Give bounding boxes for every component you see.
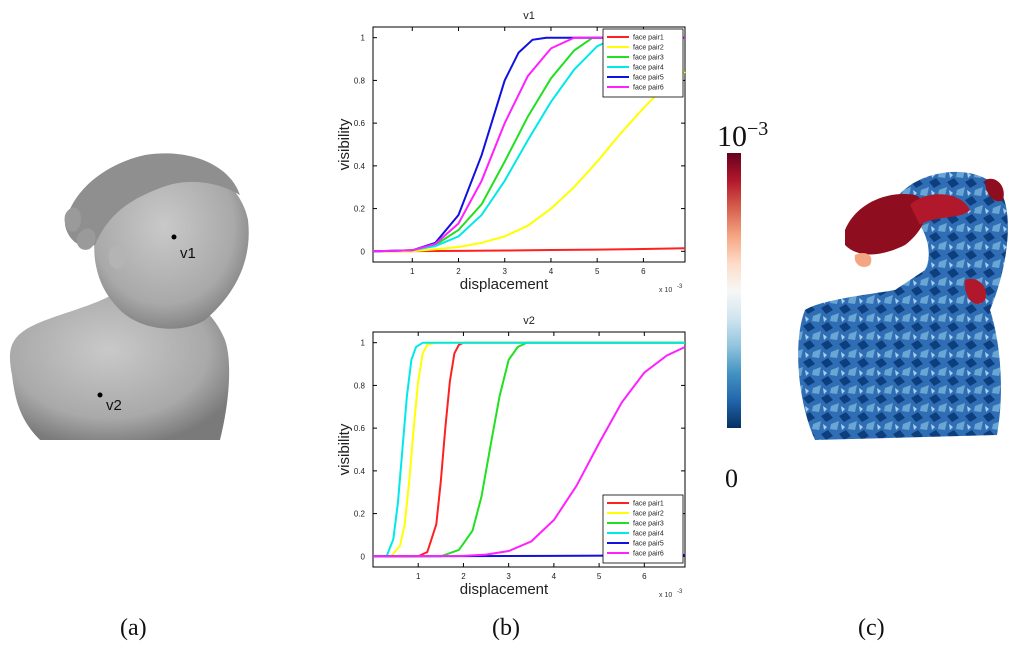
legend [602,494,684,564]
vertex2-label: v2 [106,397,122,414]
legend-label: face pair1 [633,35,664,42]
v1-visibility-chart: v1 0 0.2 0.4 0.6 0.8 1 1 2 3 4 5 6 displacement visibi… [336,10,686,294]
x-scale-exponent: -3 [677,284,683,290]
y-tick-label: 0.4 [354,467,366,476]
x-axis-label: displacement [460,276,549,293]
x-tick-label: 5 [597,572,602,581]
x-scale-exponent: -3 [677,589,683,595]
y-tick-label: 0 [361,247,366,256]
y-tick-label: 0.8 [354,381,366,390]
y-axis-label: visibility [336,118,353,170]
legend-label: face pair1 [633,501,664,508]
vertex1-label: v1 [180,245,196,262]
chart-title: v2 [523,315,535,327]
colorbar-min-label: 0 [725,464,738,493]
caption-a: (a) [120,615,147,641]
series-line-face-pair6 [372,346,686,558]
bust-model-figure: v1 v2 [9,153,249,440]
y-axis-label: visibility [336,423,353,475]
caption-b: (b) [492,615,520,641]
colorbar [727,153,741,428]
series-line-face-pair4 [373,341,685,558]
y-tick-label: 0.6 [354,424,366,433]
y-tick-label: 0.6 [354,119,366,128]
legend-label: face pair5 [633,75,664,82]
x-tick-label: 3 [503,267,508,276]
x-tick-label: 1 [410,267,415,276]
y-tick-label: 0.2 [354,205,366,214]
caption-c: (c) [858,615,885,641]
y-tick-label: 1 [361,34,366,43]
legend-label: face pair4 [633,65,664,72]
x-scale-label: x 10 [659,592,672,599]
x-tick-label: 2 [461,572,466,581]
y-tick-label: 0.8 [354,76,366,85]
x-tick-label: 3 [506,572,511,581]
legend-label: face pair4 [633,531,664,538]
x-axis-label: displacement [460,581,549,598]
error-heatmap-figure [798,171,1008,441]
x-tick-label: 6 [641,267,646,276]
x-tick-label: 1 [416,572,421,581]
legend-label: face pair6 [633,551,664,558]
y-tick-label: 1 [361,339,366,348]
series-line-face-pair2 [373,71,686,253]
y-tick-label: 0 [361,552,366,561]
legend-label: face pair2 [633,511,664,518]
series-line-face-pair2 [373,341,685,558]
chart-title: v1 [523,10,535,22]
x-tick-label: 2 [456,267,461,276]
x-tick-label: 6 [642,572,647,581]
vertex2-marker [97,392,103,398]
legend-label: face pair3 [633,521,664,528]
x-tick-label: 4 [552,572,557,581]
series-line-face-pair6 [372,36,685,253]
legend [602,28,684,98]
series-line-face-pair3 [373,341,685,558]
legend-label: face pair6 [633,85,664,92]
vertex1-marker [171,234,177,240]
x-tick-label: 4 [549,267,554,276]
y-tick-label: 0.4 [354,162,366,171]
legend-label: face pair3 [633,55,664,62]
x-tick-label: 5 [595,267,600,276]
legend-label: face pair5 [633,541,664,548]
v2-visibility-chart: v2 0 0.2 0.4 0.6 0.8 1 1 2 3 4 5 6 displacement visibi… [336,315,686,599]
x-scale-label: x 10 [659,287,672,294]
y-tick-label: 0.2 [354,510,366,519]
legend-label: face pair2 [633,45,664,52]
series-line-face-pair1 [373,341,685,558]
colorbar-max-label: 10−3 [717,118,769,153]
